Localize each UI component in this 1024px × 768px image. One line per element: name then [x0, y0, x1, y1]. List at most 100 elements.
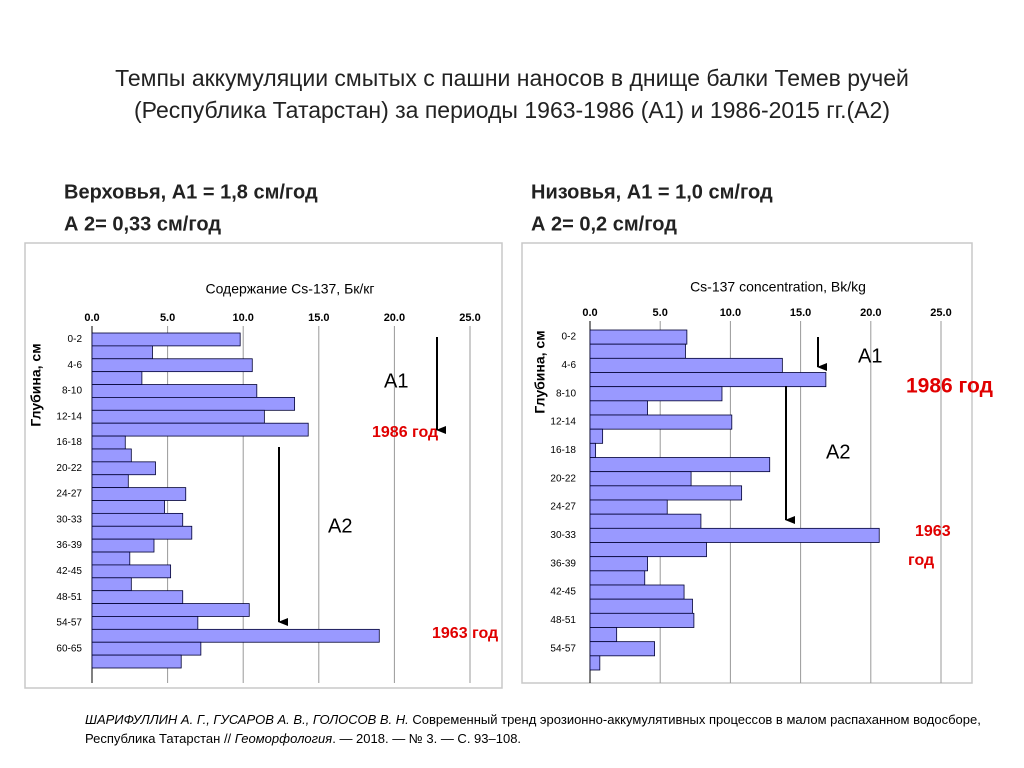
bar — [589, 598, 693, 614]
y-tick-label: 8-10 — [556, 388, 576, 399]
annotation: 1986 год — [372, 424, 438, 441]
bar — [91, 577, 132, 592]
y-tick-label: 42-45 — [550, 587, 576, 598]
bar — [589, 428, 604, 444]
bar — [91, 551, 131, 566]
y-tick-label: 36-39 — [550, 558, 576, 569]
x-tick-label: 15.0 — [790, 307, 811, 319]
citation: ШАРИФУЛЛИН А. Г., ГУСАРОВ А. В., ГОЛОСОВ… — [85, 710, 995, 748]
slide-title: Темпы аккумуляции смытых с пашни наносов… — [115, 65, 909, 91]
bar — [91, 474, 129, 489]
x-tick-label: 0.0 — [582, 307, 597, 319]
bar — [91, 409, 265, 424]
bar — [91, 461, 156, 476]
bar — [589, 386, 723, 402]
bar — [589, 556, 648, 572]
bar — [91, 384, 258, 398]
bar — [91, 487, 187, 501]
bar — [589, 329, 688, 345]
bar — [91, 590, 184, 604]
bar — [589, 627, 618, 643]
bar — [589, 527, 880, 543]
citation-part: Геоморфология — [234, 731, 333, 746]
annotation: 1986 год — [906, 375, 993, 398]
citation-part: ШАРИФУЛЛИН А. Г., ГУСАРОВ А. В., ГОЛОСОВ… — [85, 712, 409, 727]
bar — [91, 564, 172, 579]
bar — [91, 397, 296, 411]
citation-part: . — 2018. — № 3. — С. 93–108. — [332, 731, 522, 746]
x-tick-label: 25.0 — [930, 307, 951, 319]
y-tick-label: 20-22 — [56, 463, 82, 474]
bar — [589, 641, 655, 657]
bar — [91, 616, 199, 630]
bar — [589, 400, 648, 416]
bar — [589, 471, 692, 487]
bar — [589, 584, 685, 600]
bar — [91, 422, 309, 437]
x-tick-label: 0.0 — [84, 312, 99, 324]
bar — [589, 357, 783, 373]
y-tick-label: 4-6 — [68, 360, 83, 371]
bar — [91, 448, 132, 463]
bar — [589, 655, 601, 671]
y-axis-label: Глубина, см — [28, 343, 44, 426]
x-tick-label: 5.0 — [653, 307, 668, 319]
slide-title: (Республика Татарстан) за периоды 1963-1… — [134, 97, 890, 123]
panel-heading: Верховья, А1 = 1,8 см/год — [64, 181, 318, 203]
annotation: 1963 год — [432, 625, 498, 642]
bar — [91, 371, 143, 385]
y-tick-label: 0-2 — [68, 334, 83, 345]
y-tick-label: 48-51 — [550, 615, 576, 626]
bar — [91, 512, 184, 527]
annotation: А1 — [384, 370, 408, 392]
bar — [589, 442, 597, 458]
annotation: 1963 — [915, 523, 951, 540]
bar — [589, 513, 702, 529]
bar — [91, 435, 126, 450]
bar — [91, 500, 165, 514]
bar — [91, 654, 182, 669]
y-axis-label: Глубина, см — [532, 330, 548, 413]
chart-title: Cs-137 concentration, Bk/kg — [690, 279, 866, 295]
y-tick-label: 54-57 — [56, 618, 82, 629]
y-tick-label: 24-27 — [550, 502, 576, 513]
citation-part: Современный тренд эрозионно-аккумулятивн… — [85, 712, 981, 746]
chart-title: Содержание Cs-137, Бк/кг — [205, 281, 374, 297]
annotation: А2 — [826, 441, 850, 463]
y-tick-label: 16-18 — [56, 437, 82, 448]
y-tick-label: 0-2 — [562, 332, 577, 343]
bar — [91, 628, 380, 643]
annotation: год — [908, 552, 934, 569]
y-tick-label: 12-14 — [550, 417, 576, 428]
y-tick-label: 4-6 — [562, 360, 577, 371]
bar — [589, 499, 668, 515]
y-tick-label: 42-45 — [56, 566, 82, 577]
bar — [91, 332, 241, 347]
y-tick-label: 12-14 — [56, 411, 82, 422]
x-tick-label: 5.0 — [160, 312, 175, 324]
y-tick-label: 48-51 — [56, 592, 82, 603]
bar — [589, 372, 827, 388]
y-tick-label: 8-10 — [62, 386, 82, 397]
bar — [589, 542, 707, 558]
bar — [589, 570, 646, 586]
bar — [91, 641, 202, 656]
x-tick-label: 10.0 — [720, 307, 741, 319]
x-tick-label: 25.0 — [459, 312, 480, 324]
annotation: А2 — [328, 515, 352, 537]
bar — [91, 603, 250, 617]
y-tick-label: 30-33 — [550, 530, 576, 541]
x-tick-label: 10.0 — [232, 312, 253, 324]
annotation: А1 — [858, 345, 882, 367]
y-tick-label: 20-22 — [550, 473, 576, 484]
bar — [589, 343, 686, 359]
bar — [91, 345, 153, 360]
bar — [91, 538, 155, 553]
bar — [589, 485, 743, 501]
bar — [91, 525, 193, 540]
panel-heading: А 2= 0,33 см/год — [64, 213, 221, 235]
bar — [589, 457, 771, 473]
bar — [589, 414, 733, 430]
